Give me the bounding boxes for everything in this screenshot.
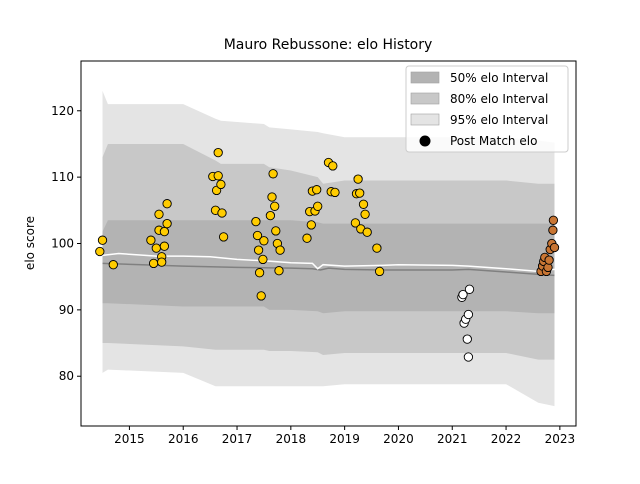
post-match-elo-point-gold — [254, 268, 265, 278]
legend-marker-post-match-elo — [419, 135, 431, 147]
post-match-elo-point-gold — [270, 201, 280, 211]
post-match-elo-point-gold — [302, 233, 312, 243]
y-tick-label: 120 — [51, 104, 74, 118]
x-tick-label: 2018 — [276, 432, 307, 446]
x-tick-label: 2015 — [114, 432, 145, 446]
post-match-elo-point-white — [458, 289, 468, 300]
post-match-elo-point-gold — [256, 291, 266, 301]
legend-swatch-band80 — [410, 92, 440, 105]
x-tick-label: 2022 — [491, 432, 522, 446]
legend-swatch-band50 — [410, 71, 440, 84]
x-tick-label: 2017 — [222, 432, 253, 446]
post-match-elo-point-gold — [148, 258, 159, 269]
post-match-elo-point-gold — [251, 216, 261, 227]
post-match-elo-point-gold — [252, 230, 263, 241]
post-match-elo-point-gold — [330, 187, 340, 198]
post-match-elo-point-white — [463, 309, 474, 320]
legend-swatch-band95 — [410, 113, 440, 126]
x-tick-label: 2016 — [168, 432, 199, 446]
post-match-elo-point-gold — [355, 188, 365, 198]
x-tick-label: 2023 — [545, 432, 576, 446]
y-tick-label: 100 — [51, 237, 74, 251]
legend-label: 95% elo Interval — [450, 113, 548, 127]
post-match-elo-point-gold — [258, 254, 268, 265]
y-axis-label: elo score — [23, 216, 37, 270]
y-tick-label: 80 — [59, 369, 74, 383]
post-match-elo-point-gold — [313, 201, 323, 211]
post-match-elo-point-gold — [97, 235, 108, 245]
post-match-elo-point-gold — [362, 227, 372, 237]
post-match-elo-point-brown — [548, 215, 559, 225]
post-match-elo-point-gold — [216, 179, 226, 190]
post-match-elo-point-white — [464, 284, 475, 294]
y-tick-label: 110 — [51, 170, 74, 184]
axes: 2015 2016 2017 2018 2019 2020 2021 2022 2023 80 90… — [51, 60, 577, 446]
post-match-elo-point-gold — [157, 257, 167, 267]
post-match-elo-point-gold — [159, 241, 170, 251]
post-match-elo-point-gold — [358, 199, 369, 209]
legend-label: 50% elo Interval — [450, 71, 548, 85]
post-match-elo-point-white — [462, 334, 472, 344]
legend-label: 80% elo Interval — [450, 92, 548, 106]
post-match-elo-point-gold — [151, 243, 161, 253]
median-elo-line — [102, 262, 555, 277]
post-match-elo-point-gold — [259, 236, 269, 246]
x-tick-label: 2019 — [329, 432, 360, 446]
post-match-elo-point-gold — [265, 210, 276, 221]
plot-content — [95, 90, 560, 407]
band-50-interval — [102, 220, 555, 314]
chart-title: Mauro Rebussone: elo History — [224, 37, 433, 53]
post-match-elo-point-brown — [544, 255, 554, 265]
x-tick-label: 2021 — [437, 432, 468, 446]
legend-box — [405, 65, 569, 153]
post-match-elo-point-gold — [162, 199, 172, 209]
post-match-elo-point-gold — [162, 218, 172, 229]
post-match-elo-point-gold — [268, 169, 278, 179]
post-match-elo-point-gold — [154, 209, 164, 219]
post-match-elo-point-gold — [159, 226, 170, 237]
post-match-elo-point-gold — [312, 185, 322, 195]
post-match-elo-point-white — [463, 352, 474, 362]
post-match-elo-point-gold — [213, 147, 223, 158]
legend: 50% elo Interval 80% elo Interval 95% elo … — [405, 65, 569, 153]
post-match-elo-point-brown — [549, 242, 560, 253]
post-match-elo-point-gold — [353, 174, 363, 184]
post-match-elo-point-brown — [548, 225, 558, 235]
post-match-elo-point-gold — [328, 161, 338, 171]
post-match-elo-point-gold — [372, 243, 382, 253]
y-tick-label: 90 — [59, 303, 74, 317]
post-match-elo-point-gold — [267, 192, 277, 202]
post-match-elo-point-gold — [350, 218, 361, 228]
post-match-elo-point-gold — [213, 171, 223, 181]
post-match-elo-point-gold — [360, 209, 370, 219]
post-match-elo-point-gold — [274, 266, 284, 276]
post-match-elo-point-gold — [374, 266, 385, 277]
post-match-elo-point-gold — [218, 232, 229, 242]
post-match-elo-point-gold — [253, 245, 264, 255]
x-tick-label: 2020 — [383, 432, 414, 446]
post-match-elo-point-gold — [95, 246, 105, 257]
post-match-elo-point-gold — [108, 260, 118, 270]
post-match-elo-point-gold — [146, 235, 156, 245]
post-match-elo-point-gold — [271, 226, 281, 236]
post-match-elo-point-gold — [217, 208, 227, 218]
mean-elo-line — [102, 252, 555, 273]
post-match-elo-point-gold — [275, 245, 285, 255]
post-match-elo-point-gold — [306, 220, 316, 230]
plot-area — [95, 90, 560, 407]
legend-label: Post Match elo — [450, 134, 537, 148]
